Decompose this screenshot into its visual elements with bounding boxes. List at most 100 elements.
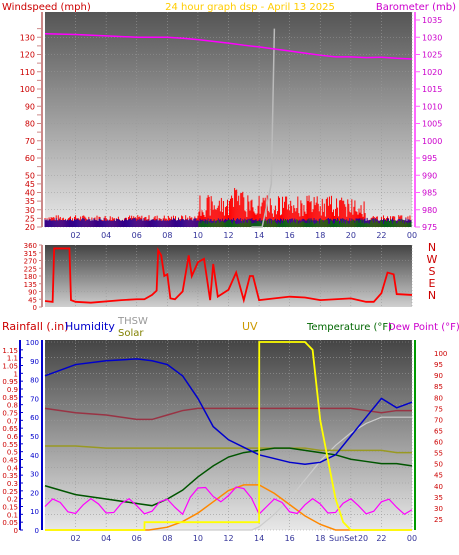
barometer-tick-label: 1000 [422, 137, 442, 146]
barometer-tick-label: 1015 [422, 85, 442, 94]
magenta-line [44, 486, 413, 516]
temperature-axis: 25 30 35 40 45 50 55 60 65 70 75 80 85 90 95 100 [414, 340, 447, 530]
rainfall-tick-label: 0.6 [7, 433, 19, 441]
compass-label: E [429, 277, 436, 290]
windspeed-tick-label: 100 [20, 85, 35, 94]
windspeed-tick-label: 20 [25, 223, 35, 232]
rainfall-tick-label: 0.55 [2, 441, 18, 449]
time-tick-label: 00 [407, 534, 417, 543]
time-tick-label: 08 [162, 231, 172, 240]
rainfall-tick-label: 0.2 [7, 496, 18, 504]
temperature-tick-label: 90 [434, 372, 443, 380]
direction-tick-label: 180 [24, 273, 37, 281]
rainfall-tick-label: 0.95 [2, 378, 18, 386]
direction-tick-label: 0 [33, 304, 37, 312]
rainfall-tick-label: 0.4 [7, 464, 19, 472]
time-tick-label: 10 [193, 231, 203, 240]
rainfall-tick-label: 0.8 [7, 402, 18, 410]
time-tick-label: 04 [101, 534, 111, 543]
rainfall-tick-label: 0.5 [7, 449, 18, 457]
solar-label: Solar [118, 328, 144, 339]
temperature-tick-label: 80 [434, 394, 443, 402]
humidity-tick-label: 0 [35, 527, 39, 535]
rainfall-tick-label: 0.85 [2, 394, 18, 402]
temperature-line [45, 445, 412, 454]
time-tick-label: 12 [223, 231, 233, 240]
time-tick-label: 14 [254, 231, 264, 240]
windspeed-tick-label: 30 [25, 206, 35, 215]
rainfall-tick-label: 1 [14, 370, 18, 378]
temperature-tick-label: 30 [434, 505, 443, 513]
barometer-axis: 975 980 985 990 995 1000 1005 1010 1015 1020 1025 1… [414, 12, 442, 232]
barometer-tick-label: 1025 [422, 51, 442, 60]
time-tick-label: 16 [285, 231, 295, 240]
rainfall-tick-label: 0.7 [7, 417, 18, 425]
thsw-label: THSW [117, 316, 148, 327]
uv-label: UV [242, 320, 258, 333]
temperature-tick-label: 45 [434, 472, 443, 480]
gust-spike-line [251, 28, 276, 228]
time-tick-label: 14 [254, 534, 264, 543]
humidity-tick-label: 60 [30, 414, 39, 422]
humidity-label: Humidity [65, 320, 115, 333]
time-tick-label: 18 [315, 534, 325, 543]
compass-label: N [428, 241, 436, 254]
rainfall-tick-label: 0.75 [2, 410, 18, 418]
climate-panel-background [45, 340, 412, 530]
climate-panel-grid [45, 340, 413, 531]
temperature-tick-label: 60 [434, 439, 443, 447]
temperature-tick-label: 55 [434, 450, 443, 458]
barometer-line [44, 33, 413, 60]
humidity-tick-label: 30 [30, 471, 39, 479]
temperature-tick-label: 70 [434, 416, 443, 424]
time-tick-label: 20 [358, 534, 368, 543]
rainfall-label: Rainfall (.in) [2, 320, 69, 333]
rainfall-tick-label: 0.25 [2, 488, 18, 496]
windspeed-tick-label: 70 [25, 137, 35, 146]
windspeed-tick-label: 40 [25, 189, 35, 198]
time-axis-bottom: 02 04 06 08 10 12 14 16 18 SunSet 20 22 00 [70, 534, 417, 543]
rainfall-tick-label: 1.05 [2, 363, 18, 371]
temperature-tick-label: 100 [434, 350, 447, 358]
time-tick-label: 06 [132, 534, 142, 543]
wind-panel-grid [45, 12, 413, 228]
time-tick-label: 20 [346, 231, 356, 240]
compass-label: W [427, 253, 438, 266]
temperature-tick-label: 25 [434, 516, 443, 524]
time-tick-label: 22 [376, 534, 386, 543]
rainfall-tick-label: 0.9 [7, 386, 18, 394]
barometer-tick-label: 985 [422, 189, 437, 198]
time-tick-label: 16 [285, 534, 295, 543]
time-tick-label: SunSet [329, 534, 357, 543]
rainfall-tick-label: 0.15 [2, 504, 18, 512]
windspeed-tick-label: 120 [20, 51, 35, 60]
time-tick-label: 02 [70, 534, 80, 543]
rainfall-tick-label: 0.1 [7, 511, 18, 519]
temperature-tick-label: 75 [434, 405, 443, 413]
barometer-tick-label: 1010 [422, 102, 442, 111]
windspeed-tick-label: 130 [20, 33, 35, 42]
humidity-tick-label: 10 [30, 508, 39, 516]
graph-center-title: 24 hour graph dsp - April 13 2025 [165, 2, 335, 13]
time-tick-label: 06 [132, 231, 142, 240]
solar-line [45, 484, 412, 531]
windspeed-tick-label: 45 [25, 180, 35, 189]
barometer-title: Barometer (mb) [376, 2, 456, 13]
time-tick-label: 02 [70, 231, 80, 240]
dewpoint-label: Dew Point (°F) [388, 322, 459, 333]
rainfall-tick-label: 0.65 [2, 425, 18, 433]
temperature-label: Temperature (°F) [306, 322, 392, 333]
rainfall-tick-label: 1.1 [7, 355, 18, 363]
humidity-line [44, 358, 413, 465]
barometer-tick-label: 975 [422, 223, 437, 232]
humidity-tick-label: 100 [26, 339, 39, 347]
windspeed-tick-label: 60 [25, 154, 35, 163]
dewpoint-line [44, 407, 412, 421]
time-tick-label: 00 [407, 231, 417, 240]
barometer-tick-label: 1005 [422, 120, 442, 129]
time-tick-label: 12 [223, 534, 233, 543]
direction-tick-label: 90 [28, 289, 37, 297]
barometer-tick-label: 1035 [422, 16, 442, 25]
